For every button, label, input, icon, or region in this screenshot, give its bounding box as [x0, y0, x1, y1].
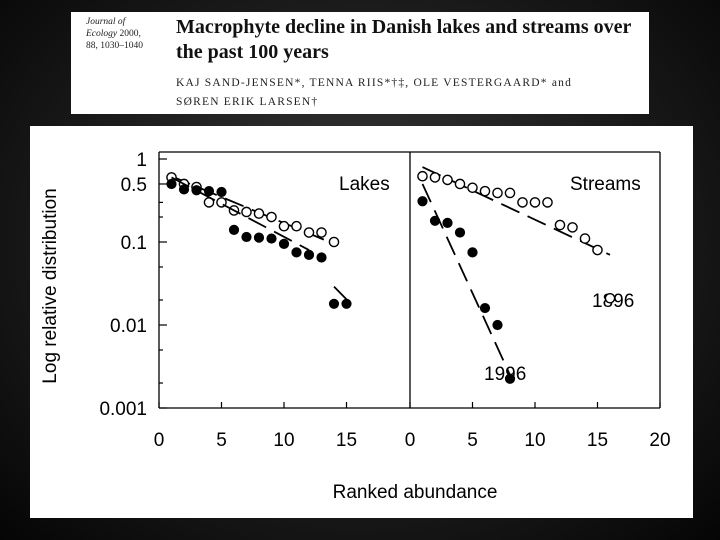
streams-point-1896: [492, 187, 503, 199]
streams-point-1996: [479, 302, 491, 314]
y-tick-label: 1: [136, 150, 147, 171]
lakes-point-1996: [203, 186, 215, 197]
x-tick-label: 5: [216, 430, 227, 451]
streams-point-1896: [442, 174, 453, 186]
x-tick-label: 5: [467, 430, 478, 451]
authors-line-2: SØREN ERIK LARSEN†: [176, 96, 319, 108]
y-tick-label: 0.1: [121, 233, 147, 254]
x-axis-title: Ranked abundance: [333, 482, 498, 503]
streams-point-1896: [542, 197, 553, 208]
lakes-point-1996: [241, 231, 252, 243]
panel-title-lakes: Lakes: [339, 174, 390, 195]
lakes-point-1996: [266, 233, 277, 244]
streams-point-1896: [592, 244, 603, 256]
lakes-point-1896: [241, 206, 252, 218]
streams-point-1896: [429, 172, 441, 183]
streams-point-1896: [479, 185, 491, 197]
lakes-point-1896: [278, 220, 290, 232]
streams-point-1896: [454, 178, 466, 190]
x-tick-label: 10: [273, 430, 294, 451]
streams-point-1896: [504, 187, 516, 199]
lakes-point-1996: [191, 185, 202, 196]
journal-citation: Journal of Ecology 2000, 88, 1030–1040: [86, 16, 164, 52]
plot-layer: 1 0.5 0.1 0.01 0.001 0 5 10 15 0 5 10 15 20: [99, 150, 670, 451]
lakes-point-1996: [341, 298, 352, 309]
streams-point-1996: [454, 227, 466, 238]
streams-point-1896: [529, 197, 541, 208]
trend-line-1896: [422, 166, 611, 256]
lakes-point-1896: [303, 227, 315, 238]
chart-svg: Log relative distribution Ranked abundan…: [40, 150, 671, 503]
lakes-point-1996: [178, 184, 190, 195]
figure-panel: Log relative distribution Ranked abundan…: [30, 126, 693, 518]
trend-line-1996: [421, 183, 511, 376]
lakes-point-1996: [291, 247, 302, 258]
lakes-point-1896: [328, 236, 340, 248]
trend-line-1996: [171, 176, 310, 251]
streams-point-1896: [517, 197, 528, 208]
lakes-point-1996: [228, 224, 240, 235]
paper-header: Journal of Ecology 2000, 88, 1030–1040 M…: [71, 12, 649, 114]
lakes-point-1996: [316, 252, 327, 263]
journal-name-2: Ecology: [86, 29, 118, 39]
authors: KAJ SAND-JENSEN*, TENNA RIIS*†‡, OLE VES…: [176, 74, 646, 112]
x-tick-label: 15: [336, 430, 357, 451]
streams-point-1996: [492, 319, 503, 331]
lakes-point-1996: [166, 178, 177, 190]
streams-point-1996: [442, 217, 453, 228]
y-tick-label: 0.01: [110, 316, 147, 337]
lakes-point-1896: [266, 211, 277, 223]
paper-title: Macrophyte decline in Danish lakes and s…: [176, 16, 632, 63]
lakes-point-1896: [316, 227, 327, 238]
lakes-point-1996: [303, 249, 315, 260]
x-tick-label: 0: [405, 430, 416, 451]
y-axis-title: Log relative distribution: [40, 188, 61, 383]
streams-point-1896: [417, 170, 428, 182]
streams-point-1996: [429, 215, 441, 226]
x-tick-label: 10: [524, 430, 545, 451]
streams-point-1896: [579, 233, 591, 244]
streams-point-1896: [467, 182, 478, 194]
streams-point-1896: [567, 222, 578, 233]
x-tick-label: 20: [649, 430, 670, 451]
streams-point-1996: [504, 373, 516, 384]
x-tick-label: 15: [587, 430, 608, 451]
lakes-point-1996: [216, 186, 227, 198]
x-tick-label: 0: [154, 430, 165, 451]
streams-point-1896: [604, 292, 616, 304]
y-tick-label: 0.001: [99, 399, 147, 420]
streams-point-1896: [554, 219, 566, 231]
streams-point-1996: [417, 196, 428, 207]
journal-volume: 88, 1030–1040: [86, 41, 143, 51]
authors-line-1: KAJ SAND-JENSEN*, TENNA RIIS*†‡, OLE VES…: [176, 77, 573, 89]
lakes-point-1896: [253, 208, 265, 219]
lakes-point-1996: [328, 298, 340, 309]
journal-name: Journal of: [86, 17, 126, 27]
label-1996: 1996: [484, 364, 526, 385]
lakes-point-1896: [291, 220, 302, 232]
journal-year: 2000,: [119, 29, 141, 39]
panel-title-streams: Streams: [570, 174, 641, 195]
y-tick-label: 0.5: [121, 175, 147, 196]
lakes-point-1996: [278, 238, 290, 249]
streams-point-1996: [467, 247, 478, 258]
lakes-point-1996: [253, 232, 265, 243]
